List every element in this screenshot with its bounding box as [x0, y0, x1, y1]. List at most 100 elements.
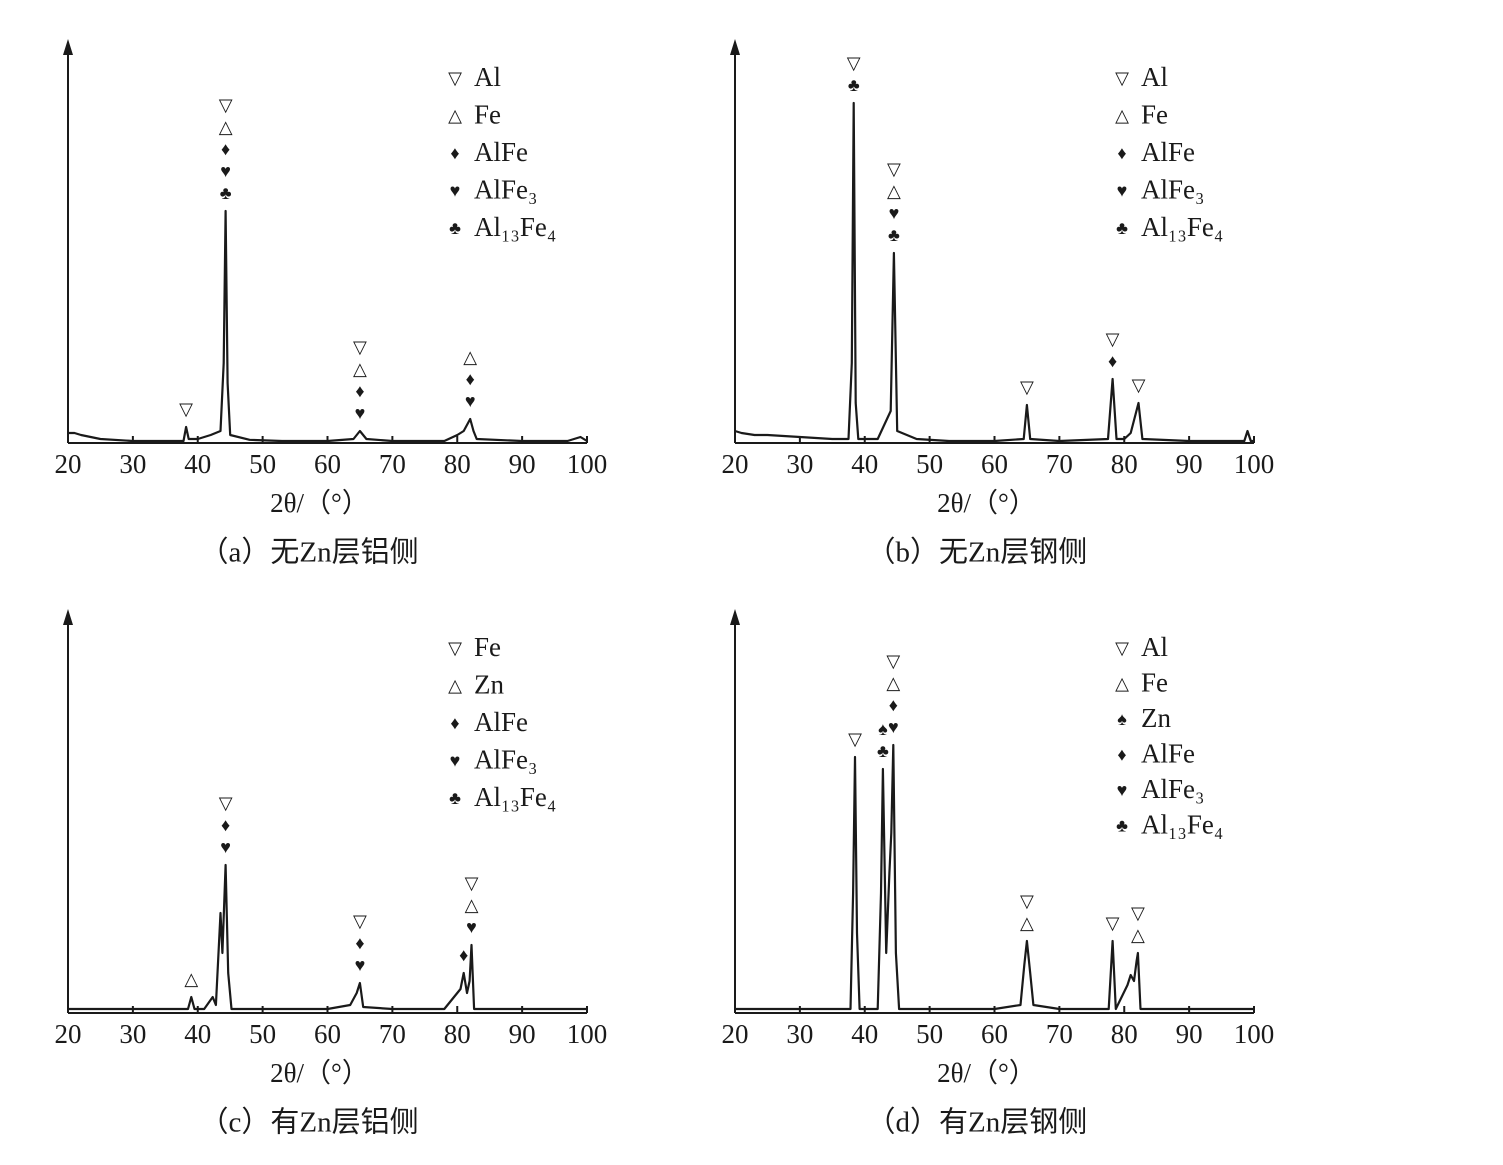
legend-symbol: ♥	[1117, 181, 1128, 201]
x-tick-label: 60	[314, 1019, 341, 1049]
xrd-line	[734, 101, 1254, 443]
peak-marker: ♥	[220, 161, 231, 181]
peak-marker: ♦	[459, 945, 468, 965]
legend-symbol: ♣	[1116, 218, 1128, 238]
legend-symbol: △	[448, 676, 462, 696]
peak-marker: ▽	[848, 729, 862, 749]
x-axis-label: 2θ/（°）	[270, 488, 369, 518]
x-tick-label: 70	[379, 1019, 406, 1049]
legend-symbol: ♥	[450, 751, 461, 771]
legend-symbol: ▽	[448, 68, 462, 88]
x-tick-label: 70	[379, 449, 406, 479]
legend-label: Fe	[474, 100, 501, 130]
peak-marker: ♥	[220, 837, 231, 857]
legend-symbol: △	[448, 106, 462, 126]
panel: 20 30 40 50 60 70 80 90 1002θ/（°）（a）无Zn层铝侧▽▽△♦♥♣…	[55, 39, 608, 569]
x-tick-label: 20	[55, 449, 82, 479]
x-tick-label: 100	[567, 1019, 608, 1049]
peak-marker: ▽	[1106, 329, 1120, 349]
legend-label: Zn	[474, 670, 504, 700]
legend-label: AlFe	[474, 137, 528, 167]
x-axis-label: 2θ/（°）	[937, 488, 1036, 518]
peak-marker: ▽	[1020, 891, 1034, 911]
y-axis-arrow	[63, 39, 73, 55]
legend-symbol: ♦	[1117, 745, 1126, 765]
x-tick-label: 100	[1234, 449, 1275, 479]
x-tick-label: 30	[786, 449, 813, 479]
peak-marker: △	[184, 969, 198, 989]
peak-marker: ▽	[887, 159, 901, 179]
x-tick-label: 80	[1111, 449, 1138, 479]
x-tick-label: 30	[119, 449, 146, 479]
x-tick-label: 80	[444, 449, 471, 479]
legend-label: Zn	[1141, 703, 1171, 733]
legend-symbol: ▽	[1115, 68, 1129, 88]
legend-symbol: ♣	[449, 788, 461, 808]
legend-symbol: ♦	[450, 713, 459, 733]
peak-marker: ♦	[1108, 351, 1117, 371]
peak-marker: ♣	[888, 225, 900, 245]
legend-label: AlFe	[1141, 739, 1195, 769]
peak-marker: △	[219, 117, 233, 137]
peak-marker: ♥	[355, 403, 366, 423]
panel: 20 30 40 50 60 70 80 90 1002θ/（°）（b）无Zn层钢侧▽♣▽△♥♣…	[722, 39, 1275, 569]
x-tick-label: 40	[184, 1019, 211, 1049]
x-tick-label: 40	[851, 1019, 878, 1049]
legend-label: Fe	[1141, 100, 1168, 130]
legend-label: Al	[1141, 62, 1168, 92]
y-axis-arrow	[730, 39, 740, 55]
peak-marker: ▽	[1106, 913, 1120, 933]
legend-symbol: ♣	[449, 218, 461, 238]
peak-marker: ♥	[888, 717, 899, 737]
x-tick-label: 90	[1176, 449, 1203, 479]
xrd-line	[735, 743, 1254, 1011]
peak-marker: △	[887, 181, 901, 201]
peak-marker: ▽	[353, 337, 367, 357]
peak-marker: ♥	[889, 203, 900, 223]
x-tick-label: 20	[722, 1019, 749, 1049]
legend-symbol: ♥	[450, 181, 461, 201]
legend-label: Al₁₃Fe₄	[1141, 212, 1223, 242]
x-tick-label: 40	[851, 449, 878, 479]
legend-label: Fe	[474, 632, 501, 662]
legend-label: AlFe₃	[1141, 774, 1204, 804]
x-tick-label: 90	[1176, 1019, 1203, 1049]
peak-marker: △	[353, 359, 367, 379]
peak-marker: ▽	[219, 793, 233, 813]
x-axis-label: 2θ/（°）	[270, 1058, 369, 1088]
caption: （d）有Zn层钢侧	[867, 1106, 1088, 1139]
peak-marker: ♣	[848, 75, 860, 95]
panel: 20 30 40 50 60 70 80 90 1002θ/（°）（c）有Zn层铝侧△▽♦♥▽♦…	[55, 609, 608, 1139]
x-tick-label: 50	[916, 1019, 943, 1049]
peak-marker: ♦	[355, 381, 364, 401]
legend-label: AlFe₃	[474, 175, 537, 205]
peak-marker: ▽	[1131, 903, 1145, 923]
x-tick-label: 50	[249, 449, 276, 479]
x-tick-label: 70	[1046, 449, 1073, 479]
legend-label: Al₁₃Fe₄	[474, 212, 556, 242]
peak-marker: △	[1020, 913, 1034, 933]
peak-marker: △	[465, 895, 479, 915]
x-tick-label: 40	[184, 449, 211, 479]
y-axis-arrow	[730, 609, 740, 625]
peak-marker: ▽	[353, 911, 367, 931]
x-axis-label: 2θ/（°）	[937, 1058, 1036, 1088]
x-tick-label: 100	[567, 449, 608, 479]
legend-label: AlFe	[474, 707, 528, 737]
legend-label: AlFe₃	[474, 745, 537, 775]
legend-label: AlFe₃	[1141, 175, 1204, 205]
peak-marker: ♣	[877, 741, 889, 761]
xrd-line	[68, 209, 588, 443]
peak-marker: ♦	[889, 695, 898, 715]
peak-marker: △	[1131, 925, 1145, 945]
caption: （b）无Zn层钢侧	[867, 536, 1088, 569]
legend-symbol: ♣	[1116, 816, 1128, 836]
x-tick-label: 60	[981, 449, 1008, 479]
peak-marker: ▽	[219, 95, 233, 115]
legend-label: Al₁₃Fe₄	[474, 782, 556, 812]
legend-label: Al₁₃Fe₄	[1141, 810, 1223, 840]
legend-symbol: ♠	[1117, 709, 1127, 729]
legend-label: AlFe	[1141, 137, 1195, 167]
legend-symbol: ♦	[1117, 143, 1126, 163]
legend-symbol: △	[1115, 106, 1129, 126]
